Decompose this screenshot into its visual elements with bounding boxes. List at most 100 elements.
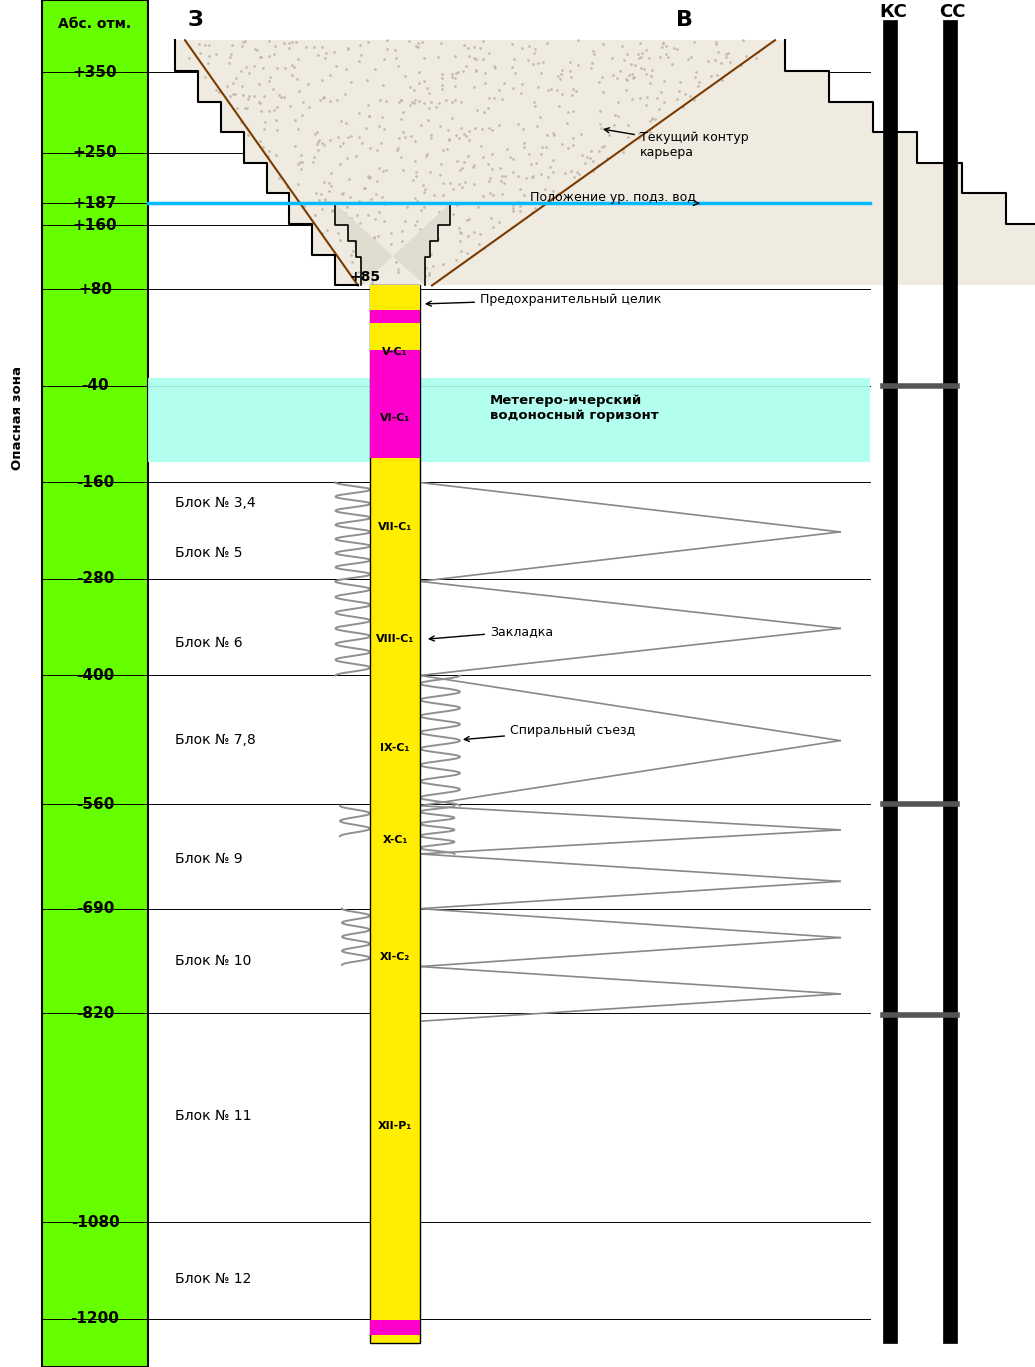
- Point: [239, 97, 256, 119]
- Text: XI-C₂: XI-C₂: [380, 951, 410, 962]
- Point: [564, 78, 581, 100]
- Point: [717, 42, 734, 64]
- Point: [644, 108, 660, 130]
- Point: [207, 42, 224, 64]
- Point: [504, 148, 521, 170]
- Point: [453, 221, 470, 243]
- Point: [350, 101, 366, 123]
- Point: [434, 63, 450, 85]
- Point: [416, 179, 433, 201]
- Point: [308, 133, 325, 154]
- Point: [418, 257, 435, 279]
- Point: [532, 144, 549, 165]
- Point: [360, 165, 377, 187]
- Point: [337, 57, 354, 79]
- Point: [598, 148, 615, 170]
- Point: [411, 72, 427, 94]
- Point: [421, 97, 438, 119]
- Point: [440, 200, 456, 221]
- Point: [266, 98, 283, 120]
- Point: [445, 178, 462, 200]
- Point: [644, 59, 660, 81]
- Point: [440, 119, 456, 141]
- Point: [537, 135, 554, 157]
- Point: [374, 133, 390, 154]
- Point: [633, 42, 650, 64]
- Point: [572, 123, 589, 145]
- Point: [506, 62, 523, 83]
- Text: Блок № 11: Блок № 11: [175, 1109, 252, 1124]
- Point: [234, 75, 250, 97]
- Point: [344, 124, 360, 146]
- Point: [614, 34, 630, 56]
- Point: [430, 46, 446, 68]
- Point: [708, 33, 724, 55]
- Point: [484, 183, 501, 205]
- Point: [652, 82, 669, 104]
- Point: [343, 245, 359, 267]
- Point: [619, 68, 635, 90]
- Point: [290, 153, 306, 175]
- Point: [690, 71, 707, 93]
- Point: [491, 113, 507, 135]
- Point: [552, 182, 568, 204]
- Point: [585, 40, 601, 62]
- Point: [363, 269, 380, 291]
- Point: [324, 200, 341, 221]
- Text: VII-C₁: VII-C₁: [378, 522, 412, 532]
- Point: [680, 48, 697, 70]
- Point: [582, 148, 598, 170]
- Point: [420, 82, 437, 104]
- Point: [642, 109, 658, 131]
- Point: [625, 67, 642, 89]
- Point: [275, 33, 292, 55]
- Point: [389, 261, 406, 283]
- Point: [466, 48, 482, 70]
- Point: [191, 42, 208, 64]
- Point: [290, 48, 306, 70]
- Point: [475, 101, 492, 123]
- Point: [541, 157, 558, 179]
- Point: [708, 64, 724, 86]
- Point: [425, 185, 442, 206]
- Point: [304, 150, 321, 172]
- Point: [314, 198, 330, 220]
- Point: [666, 37, 682, 59]
- Point: [307, 123, 324, 145]
- Point: [452, 221, 469, 243]
- Point: [353, 247, 369, 269]
- Point: [408, 36, 424, 57]
- Point: [655, 33, 672, 55]
- Point: [394, 101, 411, 123]
- Point: [604, 64, 621, 86]
- Point: [339, 126, 356, 148]
- Point: [434, 67, 450, 89]
- Point: [638, 63, 654, 85]
- Point: [360, 167, 377, 189]
- Point: [481, 42, 498, 64]
- Text: IX-C₁: IX-C₁: [380, 742, 410, 753]
- Point: [475, 146, 492, 168]
- Point: [456, 152, 473, 174]
- Point: [419, 77, 436, 98]
- Point: [256, 118, 272, 139]
- Point: [592, 100, 609, 122]
- Point: [639, 94, 655, 116]
- Bar: [943, 21, 957, 1342]
- Point: [314, 223, 330, 245]
- Point: [561, 60, 578, 82]
- Point: [391, 127, 408, 149]
- Point: [457, 56, 474, 78]
- Point: [411, 62, 427, 83]
- Point: [444, 66, 461, 87]
- Point: [481, 182, 498, 204]
- Point: [632, 46, 649, 68]
- Point: [402, 75, 418, 97]
- Point: [361, 228, 378, 250]
- Point: [272, 86, 289, 108]
- Point: [363, 258, 380, 280]
- Point: [515, 137, 532, 159]
- Point: [485, 216, 502, 238]
- Point: [524, 167, 540, 189]
- Point: [539, 167, 556, 189]
